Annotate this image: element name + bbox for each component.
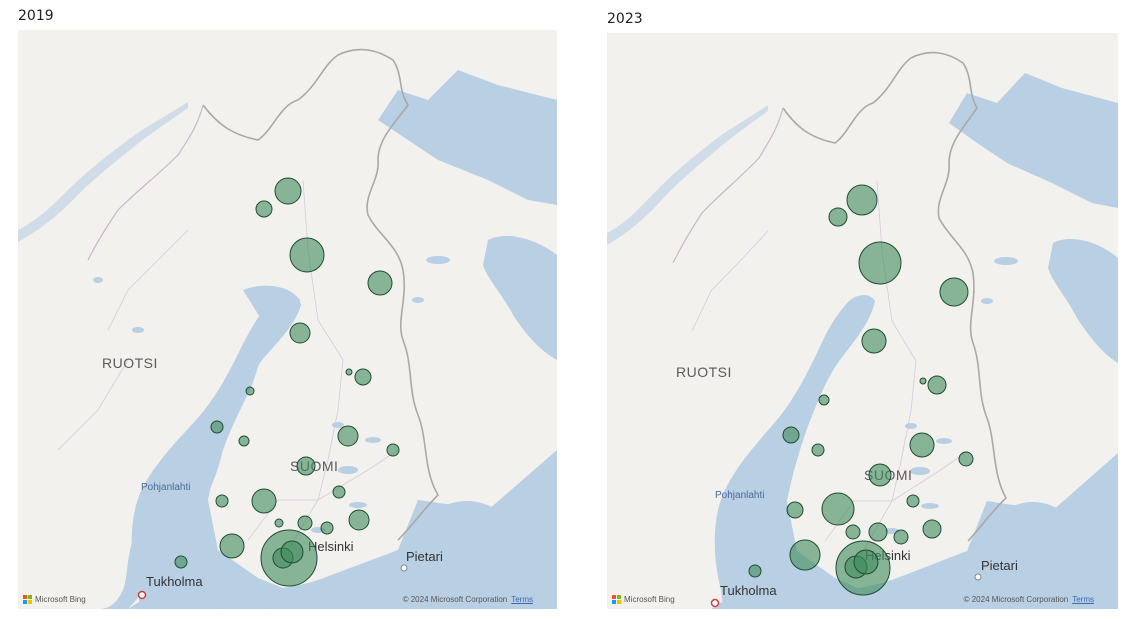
map-title-2023: 2023	[607, 11, 643, 27]
bubble[interactable]	[297, 515, 313, 531]
bubble[interactable]	[386, 443, 400, 457]
label-pietari: Pietari	[406, 549, 443, 564]
bubble[interactable]	[289, 322, 311, 344]
bing-label: Microsoft Bing	[624, 595, 675, 604]
land-north-coast	[607, 33, 949, 233]
microsoft-logo-icon	[612, 595, 621, 604]
bubble[interactable]	[818, 394, 830, 406]
bothnia-main	[131, 294, 300, 609]
bing-label: Microsoft Bing	[35, 595, 86, 604]
bubble[interactable]	[280, 540, 304, 564]
sweden-border	[87, 104, 204, 261]
bubble[interactable]	[251, 488, 277, 514]
bubbles-2019	[174, 177, 400, 587]
bubble[interactable]	[210, 420, 224, 434]
small-lakes	[885, 257, 1018, 534]
finland-border	[202, 48, 440, 541]
bubble[interactable]	[845, 524, 861, 540]
sweden-border	[672, 107, 784, 264]
attribution-copyright: © 2024 Microsoft Corporation Terms	[403, 595, 533, 604]
bubble[interactable]	[906, 494, 920, 508]
bubble[interactable]	[174, 555, 188, 569]
bubble[interactable]	[367, 270, 393, 296]
bubble[interactable]	[958, 451, 974, 467]
terms-link[interactable]: Terms	[511, 595, 533, 604]
copyright-text: © 2024 Microsoft Corporation	[402, 595, 508, 604]
label-ruotsi: RUOTSI	[102, 355, 158, 371]
capital-marker-icon	[137, 590, 147, 600]
map-canvas-2019: RUOTSI SUOMI Pohjanlahti Helsinki Tukhol…	[18, 30, 557, 609]
bubble[interactable]	[811, 443, 825, 457]
attribution-bing: Microsoft Bing	[612, 595, 675, 604]
bubble[interactable]	[858, 241, 902, 285]
city-marker-icon	[974, 573, 982, 581]
lake-ladoga	[437, 500, 504, 545]
label-tukholma: Tukholma	[720, 583, 777, 598]
bubble[interactable]	[922, 519, 942, 539]
bubble[interactable]	[782, 426, 800, 444]
map-canvas-2023: RUOTSI SUOMI Pohjanlahti Helsinki Tukhol…	[607, 33, 1118, 609]
white-sea	[1048, 238, 1118, 363]
label-tukholma: Tukholma	[146, 574, 203, 589]
lake-ladoga	[1004, 501, 1069, 546]
bubble[interactable]	[846, 184, 878, 216]
bubble[interactable]	[215, 494, 229, 508]
map-2019[interactable]: RUOTSI SUOMI Pohjanlahti Helsinki Tukhol…	[18, 30, 557, 609]
bubble[interactable]	[786, 501, 804, 519]
bubble[interactable]	[893, 529, 909, 545]
copyright-text: © 2024 Microsoft Corporation	[963, 595, 1069, 604]
land-north-coast	[18, 30, 378, 230]
attribution-bing: Microsoft Bing	[23, 595, 86, 604]
bubble[interactable]	[348, 509, 370, 531]
bothnia-main	[714, 295, 875, 609]
bubble[interactable]	[255, 200, 273, 218]
bubble[interactable]	[345, 368, 353, 376]
capital-marker-icon	[710, 598, 720, 608]
bubble[interactable]	[927, 375, 947, 395]
bubbles-2023	[748, 184, 974, 596]
bubble[interactable]	[296, 456, 316, 476]
bubble[interactable]	[337, 425, 359, 447]
white-sea	[483, 235, 557, 360]
bubble[interactable]	[354, 368, 372, 386]
terms-link[interactable]: Terms	[1072, 595, 1094, 604]
bubble[interactable]	[919, 377, 927, 385]
bubble[interactable]	[332, 485, 346, 499]
bubble[interactable]	[868, 463, 892, 487]
bubble[interactable]	[853, 549, 879, 575]
small-lakes	[93, 256, 450, 533]
bubble[interactable]	[821, 492, 855, 526]
bubble[interactable]	[320, 521, 334, 535]
label-pietari: Pietari	[981, 558, 1018, 573]
norway-coast	[607, 105, 768, 245]
map-title-2019: 2019	[18, 8, 54, 24]
bubble[interactable]	[939, 277, 969, 307]
gulf-of-finland	[218, 530, 438, 609]
finland-border	[782, 51, 1008, 542]
label-helsinki: Helsinki	[308, 539, 354, 554]
bubble[interactable]	[219, 533, 245, 559]
bubble[interactable]	[238, 435, 250, 447]
bubble[interactable]	[861, 328, 887, 354]
gulf-of-finland	[797, 531, 1005, 609]
bubble[interactable]	[289, 237, 325, 273]
city-marker-icon	[400, 564, 408, 572]
bubble[interactable]	[748, 564, 762, 578]
map-2023[interactable]: RUOTSI SUOMI Pohjanlahti Helsinki Tukhol…	[607, 33, 1118, 609]
bubble[interactable]	[245, 386, 255, 396]
label-ruotsi: RUOTSI	[676, 364, 732, 380]
label-pohjanlahti: Pohjanlahti	[141, 482, 190, 493]
bubble[interactable]	[274, 518, 284, 528]
norway-coast	[18, 102, 188, 242]
bubble[interactable]	[828, 207, 848, 227]
microsoft-logo-icon	[23, 595, 32, 604]
bubble[interactable]	[789, 539, 821, 571]
label-pohjanlahti: Pohjanlahti	[715, 490, 764, 501]
bubble[interactable]	[868, 522, 888, 542]
bubble[interactable]	[274, 177, 302, 205]
attribution-copyright: © 2024 Microsoft Corporation Terms	[964, 595, 1094, 604]
bubble[interactable]	[909, 432, 935, 458]
